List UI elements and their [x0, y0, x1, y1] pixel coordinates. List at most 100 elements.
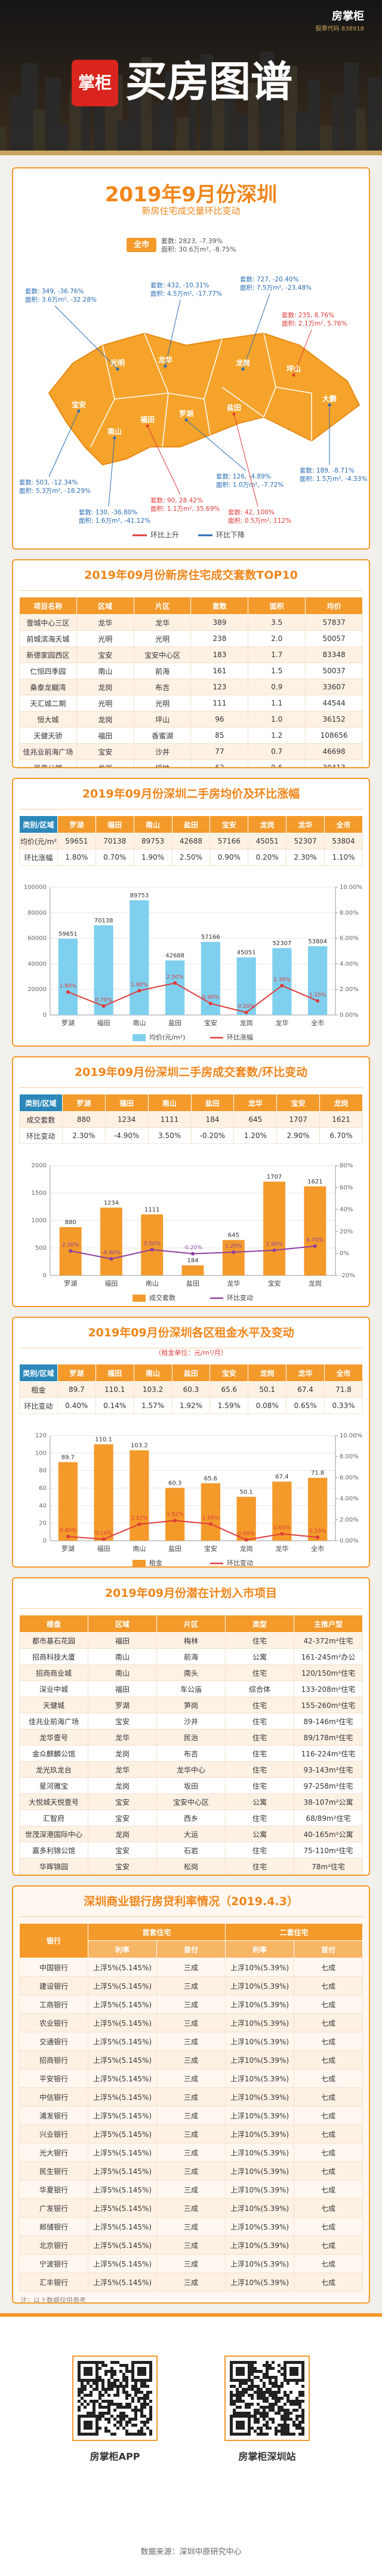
qr-module [140, 2412, 143, 2415]
cell: 65.6 [210, 1381, 249, 1398]
qr-module [245, 2403, 248, 2406]
line-point [173, 1519, 177, 1523]
district-name: 大鹏 [322, 394, 337, 403]
building [332, 94, 343, 151]
qr-module [149, 2379, 152, 2382]
qr-module [98, 2361, 101, 2364]
section-title: 2019年09月份深圳二手房成交套数/环比变动 [19, 1057, 363, 1088]
qr-module [275, 2430, 278, 2433]
qr-module [146, 2394, 149, 2397]
qr-module [251, 2394, 254, 2397]
line-label: 0.90% [202, 995, 220, 1001]
qr-module [298, 2361, 301, 2364]
qr-module [292, 2433, 295, 2436]
qr-module [284, 2391, 286, 2394]
qr-module [272, 2418, 275, 2421]
table-row: 宁波银行 上浮5%(5.145%) 三成 上浮10%(5.39%) 七成 [19, 2254, 363, 2273]
cell: 108656 [305, 727, 363, 744]
cell: 住宅 [225, 1632, 294, 1649]
qr-module [110, 2400, 113, 2403]
qr-module [289, 2400, 292, 2403]
cell: 桑泰龙樾湾 [19, 679, 77, 695]
qr-module [84, 2421, 87, 2424]
qr-module [284, 2367, 286, 2370]
cell: 103.2 [133, 1381, 172, 1398]
line-label: 0.20% [238, 1004, 255, 1010]
x-tick-label: 龙岗 [240, 1545, 253, 1553]
qr-module [93, 2361, 96, 2364]
qr-module [137, 2391, 140, 2394]
qr-module [107, 2400, 110, 2403]
table-row: 成交套数 880 1234 1111 184 645 1707 1621 [19, 1111, 363, 1128]
qr-module [131, 2367, 134, 2370]
qr-module [269, 2409, 272, 2412]
qr-module [87, 2415, 90, 2418]
bar-label: 57166 [201, 934, 220, 941]
qr-module [101, 2400, 104, 2403]
cell: 0.90% [210, 849, 249, 866]
qr-module [251, 2361, 254, 2364]
cell: 89-146m²住宅 [294, 1713, 363, 1729]
qr-module [87, 2403, 90, 2406]
table-header-row: 利率 首付 利率 首付 [20, 1940, 363, 1958]
qr-module [119, 2370, 122, 2373]
header-cell: 盐田 [171, 1364, 211, 1382]
qr-module [266, 2427, 269, 2430]
qr-module [245, 2391, 248, 2394]
y2-tick-label: 0% [340, 1250, 349, 1257]
cell: 1.57% [133, 1397, 172, 1414]
qr-module [137, 2400, 140, 2403]
qr-module [131, 2424, 134, 2427]
qr-module [254, 2385, 257, 2388]
bar [222, 1240, 245, 1275]
qr-module [245, 2361, 248, 2364]
qr-module [110, 2382, 113, 2385]
qr-module [230, 2424, 233, 2427]
qr-module [101, 2394, 104, 2397]
qr-module [230, 2391, 233, 2394]
qr-module [149, 2373, 152, 2376]
cell: 1.2 [248, 727, 306, 744]
cell: 110.1 [95, 1381, 134, 1398]
qr-module [289, 2361, 292, 2364]
qr-module [107, 2370, 110, 2373]
cell: 上浮5%(5.145%) [88, 2069, 157, 2088]
leader-dot [113, 436, 116, 440]
qr-module [292, 2370, 295, 2373]
qr-module [125, 2376, 128, 2379]
qr-module [263, 2433, 266, 2436]
qr-module [295, 2373, 298, 2376]
qr-module [239, 2379, 242, 2382]
qr-module [131, 2418, 134, 2421]
qr-module [137, 2370, 140, 2373]
qr-module [134, 2433, 137, 2436]
cell: 上浮5%(5.145%) [88, 2032, 157, 2051]
table: 项目名称 区域 片区 套数 面积 均价 壹城中心三区 龙华 龙华 389 3.5 57837 前城滨海天… [19, 597, 363, 767]
y2-tick-label: 2.00% [340, 986, 359, 993]
qr-module [78, 2376, 81, 2379]
qr-module [104, 2370, 107, 2373]
qr-module [269, 2418, 272, 2421]
qr-module [96, 2427, 98, 2430]
qr-module [230, 2400, 233, 2403]
qr-module [301, 2367, 304, 2370]
y-tick-label: 100 [35, 1450, 47, 1456]
qr-module [125, 2370, 128, 2373]
qr-module [93, 2412, 96, 2415]
table-row: 大悦城天悦壹号 宝安 宝安中心区 公寓 38-107m²公寓 [19, 1793, 363, 1810]
qr-module [140, 2433, 143, 2436]
cell: 上浮10%(5.39%) [225, 2235, 294, 2255]
cell: 89.7 [57, 1381, 96, 1398]
qr-module [87, 2394, 90, 2397]
qr-module [257, 2418, 260, 2421]
cell: 光明 [76, 695, 134, 712]
y2-tick-label: -20% [340, 1272, 355, 1279]
qr-module [90, 2373, 93, 2376]
qr-module [78, 2370, 81, 2373]
line-point [101, 1004, 106, 1008]
y-tick-label: 80 [39, 1468, 47, 1474]
qr-module [90, 2370, 93, 2373]
qr-module [292, 2367, 295, 2370]
table-header-row: 项目名称 区域 片区 套数 面积 均价 [19, 597, 363, 615]
x-tick-label: 宝安 [204, 1019, 217, 1027]
